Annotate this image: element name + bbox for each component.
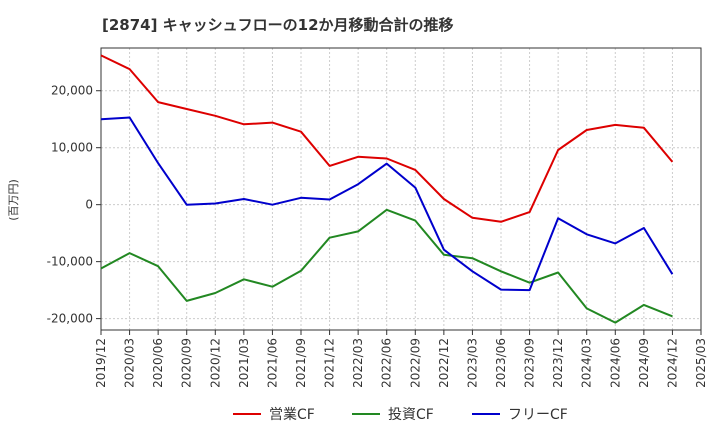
chart-title: [2874] キャッシュフローの12か月移動合計の推移 xyxy=(102,16,454,34)
x-tick-label: 2024/12 xyxy=(665,338,679,388)
x-tick-label: 2023/03 xyxy=(465,338,479,388)
x-tick-label: 2020/03 xyxy=(123,338,137,388)
series-line-1 xyxy=(100,54,674,223)
x-tick-label: 2023/09 xyxy=(523,338,537,388)
x-tick-label: 2024/09 xyxy=(637,338,651,388)
x-tick-label: 2020/09 xyxy=(180,338,194,388)
x-tick-label: 2022/12 xyxy=(437,338,451,388)
y-tick-label: 10,000 xyxy=(51,141,93,155)
x-tick-label: 2019/12 xyxy=(94,338,108,388)
x-tick-label: 2020/12 xyxy=(208,338,222,388)
x-tick-label: 2021/09 xyxy=(294,338,308,388)
series-line-2 xyxy=(100,208,673,324)
series-lines xyxy=(100,54,674,324)
legend-label-2: 投資CF xyxy=(388,407,434,423)
gridlines xyxy=(100,48,702,330)
x-tick-label: 2022/03 xyxy=(351,338,365,388)
x-tick-label: 2021/12 xyxy=(323,338,337,388)
axes: -20,000 -10,000 0 10,000 20,000 2019/12 2020/0… xyxy=(47,47,708,388)
y-tick-label: -10,000 xyxy=(47,255,93,269)
legend: 営業CF 投資CF フリーCF xyxy=(233,407,568,423)
x-tick-label: 2025/03 xyxy=(694,338,708,388)
series-line-3 xyxy=(100,116,674,292)
x-tick-label: 2024/06 xyxy=(608,338,622,388)
x-tick-label: 2024/03 xyxy=(580,338,594,388)
y-axis-label: (百万円) xyxy=(7,179,20,221)
x-tick-label: 2023/12 xyxy=(551,338,565,388)
legend-label-1: 営業CF xyxy=(269,407,315,423)
plot-frame xyxy=(100,47,702,331)
y-tick-label: 20,000 xyxy=(51,84,93,98)
y-tick-label: 0 xyxy=(85,198,93,212)
legend-label-3: フリーCF xyxy=(508,407,568,423)
x-tick-label: 2021/03 xyxy=(237,338,251,388)
x-tick-label: 2021/06 xyxy=(265,338,279,388)
x-tick-label: 2020/06 xyxy=(151,338,165,388)
x-tick-label: 2023/06 xyxy=(494,338,508,388)
x-tick-label: 2022/06 xyxy=(380,338,394,388)
x-tick-label: 2022/09 xyxy=(408,338,422,388)
y-tick-label: -20,000 xyxy=(47,312,93,326)
